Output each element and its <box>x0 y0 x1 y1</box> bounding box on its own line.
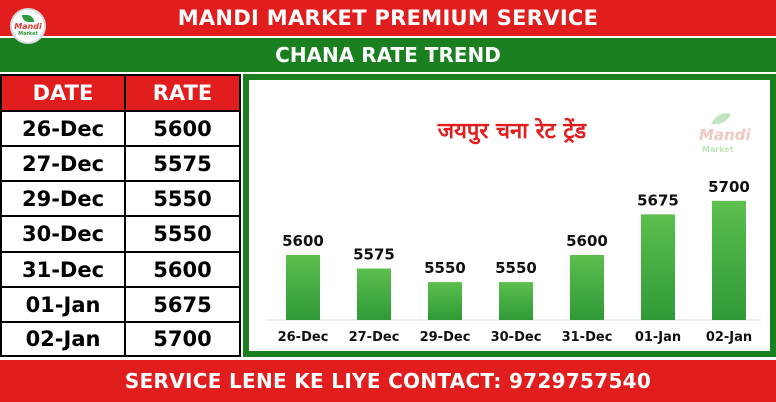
table-cell-rate: 5575 <box>126 147 239 180</box>
leaf-icon <box>22 15 34 22</box>
bar-value-label: 5600 <box>282 232 324 250</box>
table-cell-rate: 5675 <box>126 288 239 321</box>
chart-title: जयपुर चना रेट ट्रेंड <box>437 117 588 145</box>
logo-subtext: Market <box>18 31 38 37</box>
rate-table: DATE RATE 26-Dec 5600 27-Dec 5575 29-Dec… <box>0 74 241 357</box>
chart-bar <box>428 282 462 320</box>
bar-value-label: 5550 <box>495 259 537 277</box>
subtitle-banner: CHANA RATE TREND <box>0 38 776 72</box>
chart-watermark: Mandi Market <box>699 113 751 154</box>
chart-panel: Mandi Market जयपुर चना रेट ट्रेंड 5600 26… <box>243 74 776 357</box>
x-tick-label: 30-Dec <box>491 330 542 345</box>
contact-text: SERVICE LENE KE LIYE CONTACT: 9729757540 <box>124 369 652 393</box>
chart-bar <box>499 282 533 320</box>
table-cell-rate: 5550 <box>126 182 239 215</box>
table-cell-date: 27-Dec <box>2 147 124 180</box>
chart-bar <box>641 214 675 320</box>
table-cell-rate: 5600 <box>126 112 239 145</box>
x-tick-label: 02-Jan <box>706 330 752 345</box>
bar-value-label: 5600 <box>566 232 608 250</box>
bar-value-label: 5550 <box>424 259 466 277</box>
table-cell-rate: 5700 <box>126 323 239 355</box>
table-cell-rate: 5550 <box>126 217 239 251</box>
table-header-date: DATE <box>2 76 124 110</box>
x-tick-label: 27-Dec <box>349 330 400 345</box>
chart-bar <box>570 255 604 320</box>
x-tick-label: 26-Dec <box>278 330 329 345</box>
page-subtitle: CHANA RATE TREND <box>275 43 501 67</box>
contact-banner: SERVICE LENE KE LIYE CONTACT: 9729757540 <box>0 360 776 402</box>
table-cell-date: 01-Jan <box>2 288 124 321</box>
bar-value-label: 5575 <box>353 246 395 264</box>
chart-bar <box>286 255 320 320</box>
table-cell-date: 31-Dec <box>2 253 124 286</box>
table-cell-rate: 5600 <box>126 253 239 286</box>
watermark-subtext: Market <box>702 145 734 154</box>
watermark-text: Mandi <box>699 126 751 144</box>
chart-area: Mandi Market जयपुर चना रेट ट्रेंड 5600 26… <box>249 80 770 351</box>
title-banner: MANDI MARKET PREMIUM SERVICE <box>0 0 776 36</box>
chart-bar <box>712 200 746 320</box>
x-tick-label: 29-Dec <box>420 330 471 345</box>
table-cell-date: 29-Dec <box>2 182 124 215</box>
watermark-leaf-icon <box>711 113 731 125</box>
chart-bar <box>357 268 391 320</box>
x-tick-label: 31-Dec <box>562 330 613 345</box>
table-cell-date: 30-Dec <box>2 217 124 251</box>
x-tick-label: 01-Jan <box>635 330 681 345</box>
bar-value-label: 5675 <box>637 191 679 209</box>
logo-text: Mandi <box>14 22 42 31</box>
page-title: MANDI MARKET PREMIUM SERVICE <box>177 6 599 30</box>
mandi-market-logo: Mandi Market <box>10 8 46 44</box>
table-header-rate: RATE <box>126 76 239 110</box>
bar-value-label: 5700 <box>708 178 750 196</box>
bar-chart: Mandi Market जयपुर चना रेट ट्रेंड 5600 26… <box>267 113 761 345</box>
table-cell-date: 26-Dec <box>2 112 124 145</box>
table-cell-date: 02-Jan <box>2 323 124 355</box>
